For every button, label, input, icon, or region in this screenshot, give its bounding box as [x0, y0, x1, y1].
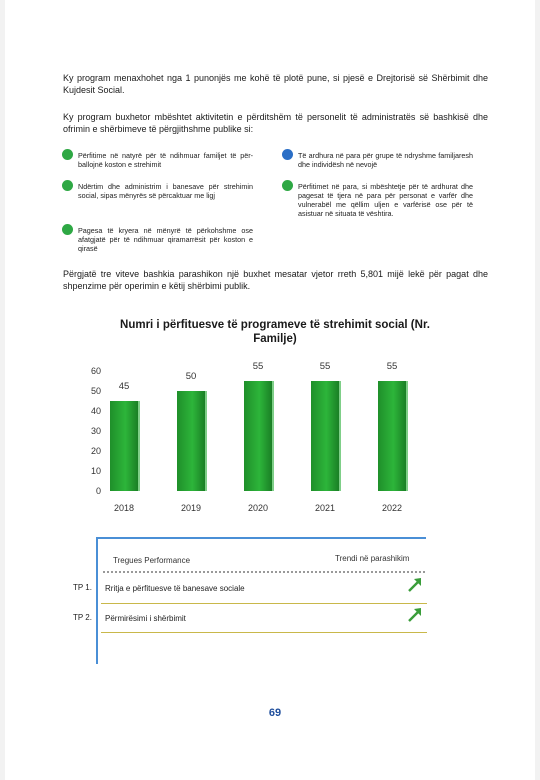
perf-header-indicator: Tregues Performance: [113, 556, 191, 565]
page-number: 69: [268, 707, 282, 719]
tp-2-label: Përmirësimi i shërbimit: [105, 614, 186, 623]
bullet-item-5: Pagesa të kryera në mënyrë të përkohshme…: [78, 226, 253, 253]
chart-bar: [378, 381, 406, 491]
perf-vertical-line: [96, 538, 98, 664]
tp-2-code: TP 2.: [73, 613, 92, 622]
chart-bar: [177, 391, 205, 491]
bar-value-label: 50: [185, 371, 197, 382]
budget-paragraph: Përgjatë tre viteve bashkia parashikon n…: [63, 269, 488, 291]
y-tick-label: 40: [90, 406, 101, 416]
y-tick-label: 0: [95, 486, 101, 496]
bar-value-label: 55: [319, 361, 331, 372]
intro-paragraph-1: Ky program menaxhohet nga 1 punonjës me …: [63, 73, 488, 95]
y-tick-label: 60: [90, 366, 101, 376]
bar-value-label: 45: [118, 381, 130, 392]
bullet-item-1: Përfitime në natyrë për të ndihmuar fami…: [78, 151, 253, 169]
tp-1-code: TP 1.: [73, 583, 92, 592]
intro-paragraph-2: Ky program buxhetor mbështet aktivitetin…: [63, 112, 488, 134]
bullet-item-4: Përfitimet në para, si mbështetje për të…: [298, 182, 473, 218]
chart-bar: [244, 381, 272, 491]
perf-header-trend: Trendi në parashikim: [335, 554, 410, 563]
bullet-dot-icon: [62, 224, 73, 235]
chart-bar: [311, 381, 339, 491]
tp-2-rule: [101, 632, 427, 633]
chart-bar: [110, 401, 138, 491]
bullet-dot-icon: [282, 149, 293, 160]
bullet-item-3: Ndërtim dhe administrim i banesave për s…: [78, 182, 253, 200]
document-page: Ky program menaxhohet nga 1 punonjës me …: [5, 0, 535, 780]
perf-top-rule: [96, 537, 426, 539]
bullet-dot-icon: [62, 180, 73, 191]
up-arrow-icon: [408, 578, 421, 592]
bullet-item-2: Të ardhura në para për grupe të ndryshme…: [298, 151, 473, 169]
y-tick-label: 20: [90, 446, 101, 456]
y-tick-label: 30: [90, 426, 101, 436]
tp-1-rule: [101, 603, 427, 604]
y-tick-label: 10: [90, 466, 101, 476]
x-tick-label: 2022: [381, 503, 403, 513]
up-arrow-icon: [408, 608, 421, 622]
y-tick-label: 50: [90, 386, 101, 396]
bullet-dot-icon: [282, 180, 293, 191]
x-tick-label: 2020: [247, 503, 269, 513]
chart-title: Numri i përfituesve të programeve të str…: [120, 319, 430, 345]
bar-value-label: 55: [386, 361, 398, 372]
bullet-dot-icon: [62, 149, 73, 160]
perf-header-rule: [103, 571, 425, 573]
x-tick-label: 2021: [314, 503, 336, 513]
tp-1-label: Rritja e përfituesve të banesave sociale: [105, 584, 245, 593]
x-tick-label: 2018: [113, 503, 135, 513]
x-tick-label: 2019: [180, 503, 202, 513]
bar-value-label: 55: [252, 361, 264, 372]
